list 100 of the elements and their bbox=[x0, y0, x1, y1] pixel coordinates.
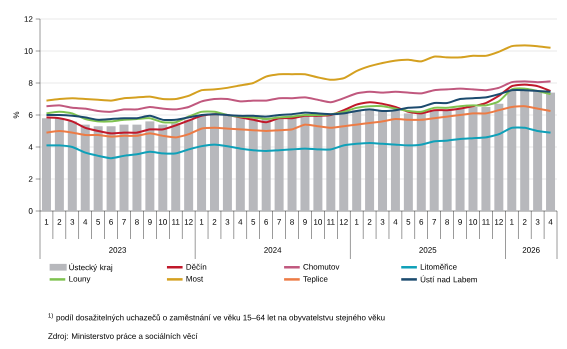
x-tick-label: 3 bbox=[70, 219, 74, 225]
bar bbox=[533, 91, 542, 211]
line-series bbox=[45, 105, 552, 138]
y-tick-label: 10 bbox=[24, 48, 33, 54]
line-series bbox=[45, 80, 552, 113]
text: Zdroj: Ministerstvo práce a sociálních věcí bbox=[48, 332, 198, 341]
x-tick-label: 3 bbox=[225, 219, 230, 225]
bar bbox=[430, 110, 439, 211]
bar bbox=[80, 124, 90, 211]
x-tick-label: 4 bbox=[548, 219, 553, 225]
x-tick-label: 2 bbox=[368, 219, 372, 225]
bar bbox=[468, 107, 478, 211]
x-tick-label: 8 bbox=[445, 219, 450, 225]
legend-label: Chomutov bbox=[303, 264, 340, 270]
x-tick-label: 9 bbox=[303, 219, 307, 225]
bar bbox=[378, 110, 388, 211]
bar bbox=[520, 89, 530, 211]
x-tick-label: 12 bbox=[340, 219, 348, 225]
x-tick-label: 4 bbox=[393, 219, 398, 225]
x-tick-label: 7 bbox=[122, 219, 126, 225]
bar bbox=[288, 116, 297, 211]
bar bbox=[456, 108, 465, 211]
x-tick-label: 3 bbox=[536, 219, 540, 225]
text: 2023 bbox=[109, 247, 126, 253]
bar bbox=[158, 124, 168, 211]
bar bbox=[390, 110, 400, 211]
x-tick-label: 12 bbox=[184, 219, 193, 225]
x-tick-label: 7 bbox=[277, 219, 281, 225]
bar bbox=[54, 118, 64, 211]
bar bbox=[442, 110, 452, 211]
legend-label: Litoměřice bbox=[420, 264, 457, 270]
bar bbox=[171, 123, 180, 211]
x-tick-label: 6 bbox=[109, 219, 113, 225]
bar bbox=[365, 108, 374, 211]
bar bbox=[339, 113, 348, 211]
bar bbox=[326, 115, 336, 211]
x-tick-label: 11 bbox=[482, 219, 490, 225]
x-tick-label: 12 bbox=[495, 219, 503, 225]
x-tick-label: 1 bbox=[510, 219, 514, 225]
bar bbox=[106, 126, 116, 211]
bar bbox=[132, 124, 142, 211]
x-tick-label: 7 bbox=[432, 219, 436, 225]
bar bbox=[94, 126, 103, 211]
bar bbox=[197, 115, 206, 211]
bar bbox=[184, 120, 194, 211]
legend-label: Teplice bbox=[303, 276, 328, 284]
text: $^{1)}$ podíl dosažitelných uchazečů o zaměstnání ve věku 15–64 let na obyvatelstvu stejného věku bbox=[48, 313, 385, 322]
bar bbox=[494, 104, 504, 211]
x-tick-label: 4 bbox=[238, 219, 242, 225]
line-series bbox=[45, 126, 552, 160]
x-tick-label: 1 bbox=[355, 219, 359, 225]
y-axis-title: % bbox=[13, 112, 20, 118]
bar bbox=[68, 121, 77, 211]
bar bbox=[262, 118, 271, 211]
x-tick-label: 5 bbox=[251, 219, 256, 225]
legend-label: Děčín bbox=[186, 264, 206, 270]
bar bbox=[42, 118, 51, 211]
legend-label: Ústí nad Labem bbox=[420, 275, 477, 282]
text: 2025 bbox=[419, 247, 436, 253]
x-tick-label: 9 bbox=[458, 219, 462, 225]
bar bbox=[404, 113, 413, 211]
y-tick-label: 12 bbox=[24, 16, 32, 22]
legend-label: Ústecký kraj bbox=[69, 263, 112, 272]
bar bbox=[145, 121, 154, 211]
y-tick-label: 8 bbox=[28, 80, 33, 86]
x-tick-label: 1 bbox=[44, 219, 48, 225]
text: 2026 bbox=[522, 247, 540, 253]
x-tick-label: 1 bbox=[200, 219, 204, 225]
y-tick-label: 0 bbox=[28, 208, 33, 214]
x-tick-label: 8 bbox=[135, 219, 139, 225]
bar bbox=[222, 115, 232, 211]
bar bbox=[416, 113, 426, 211]
bar bbox=[120, 124, 129, 211]
x-tick-label: 11 bbox=[172, 219, 180, 225]
x-tick-label: 2 bbox=[212, 219, 216, 225]
y-tick-label: 2 bbox=[28, 176, 32, 182]
bar bbox=[352, 110, 362, 211]
x-tick-label: 2 bbox=[522, 219, 527, 225]
bar bbox=[546, 92, 556, 211]
line-series bbox=[45, 84, 552, 134]
legend-label: Louny bbox=[69, 276, 90, 284]
x-tick-label: 9 bbox=[148, 219, 152, 225]
bar bbox=[481, 107, 490, 211]
line-series bbox=[45, 44, 552, 102]
x-tick-label: 6 bbox=[264, 219, 268, 225]
x-tick-label: 5 bbox=[406, 219, 410, 225]
x-tick-label: 2 bbox=[58, 219, 62, 225]
y-tick-label: 6 bbox=[28, 112, 33, 118]
bar bbox=[248, 118, 258, 211]
x-tick-label: 6 bbox=[419, 219, 424, 225]
x-tick-label: 11 bbox=[327, 219, 335, 225]
legend-label: Most bbox=[186, 276, 204, 282]
bar bbox=[507, 89, 516, 211]
x-tick-label: 4 bbox=[83, 219, 88, 225]
x-tick-label: 5 bbox=[96, 219, 100, 225]
x-tick-label: 3 bbox=[380, 219, 384, 225]
bar bbox=[210, 113, 219, 211]
text: 2024 bbox=[264, 247, 282, 253]
x-tick-label: 10 bbox=[469, 219, 478, 225]
bar bbox=[236, 116, 245, 211]
